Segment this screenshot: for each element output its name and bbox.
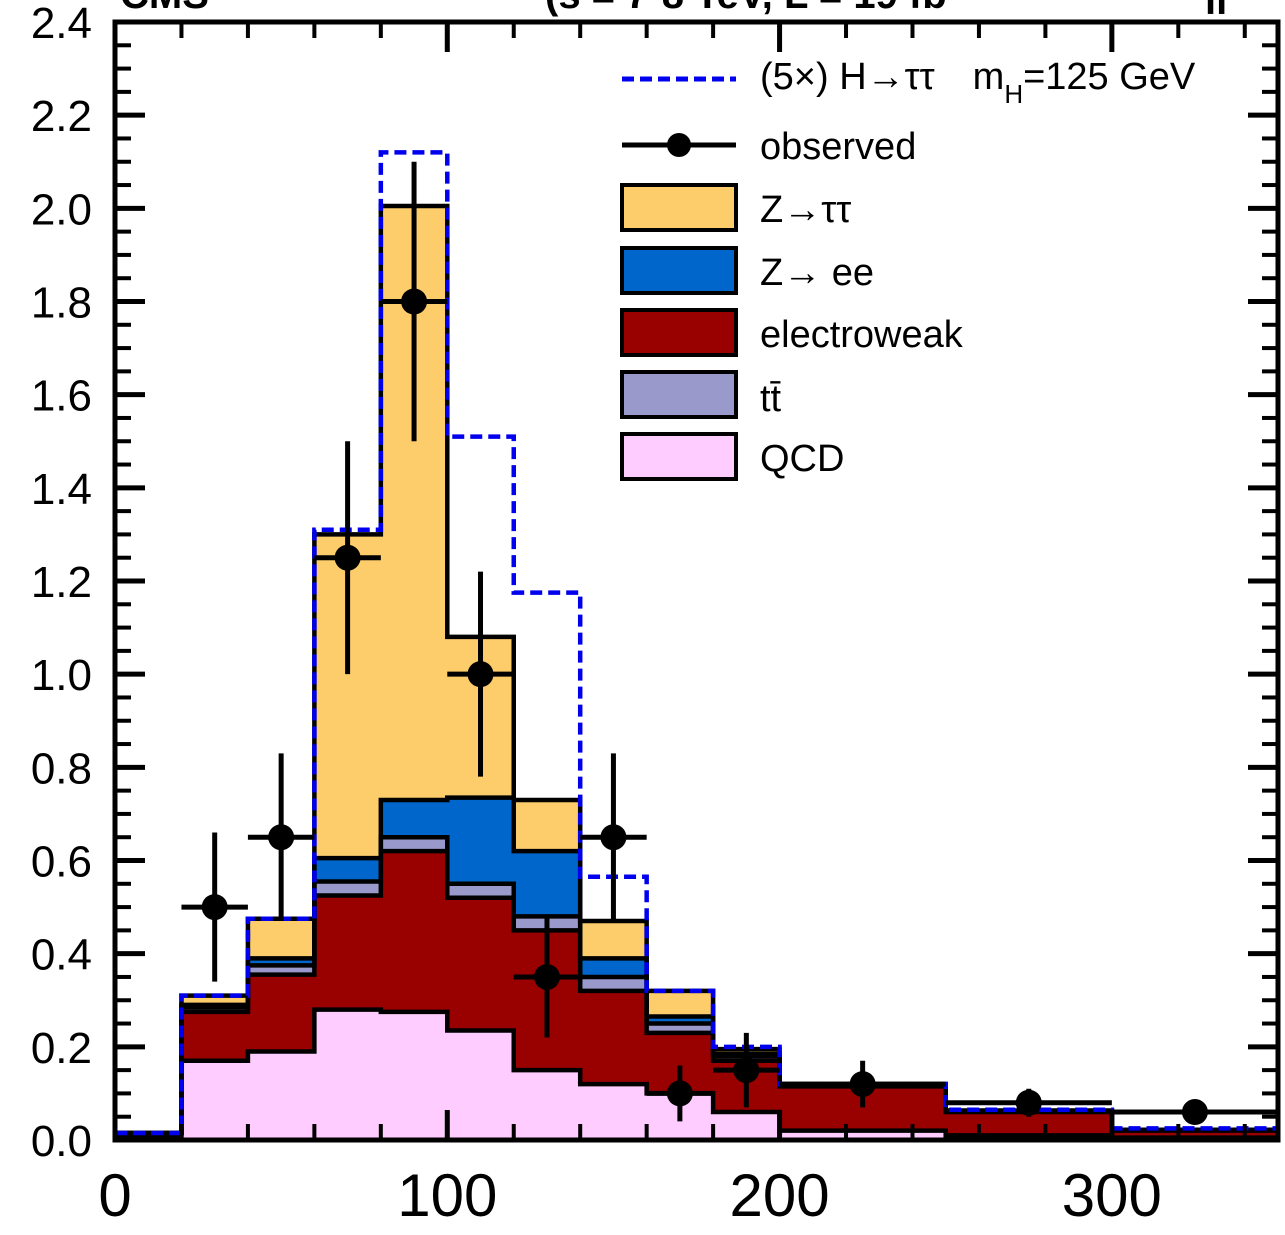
legend-zee-label: Z→ ee (760, 252, 874, 294)
y-tick-label: 1.4 (31, 465, 92, 514)
observed-point (713, 1032, 780, 1108)
x-tick-label: 100 (397, 1162, 497, 1229)
y-tick-label: 2.4 (31, 0, 92, 48)
y-tick-label: 0.8 (31, 744, 92, 793)
legend-higgs-label: (5×) H→ττ mH=125 GeV (760, 56, 1196, 109)
legend-qcd-label: QCD (760, 438, 844, 480)
observed-marker (1181, 1099, 1208, 1126)
axes: 0.0 0.2 0.4 0.6 0.8 1.0 1.2 1.4 1.6 1.8 2.0 2.2 2.4 0… (31, 0, 1281, 1229)
observed-marker (401, 288, 428, 315)
header-fragment-right: ll (1205, 0, 1227, 23)
observed-marker (666, 1080, 693, 1107)
legend-observed-label: observed (760, 126, 916, 168)
observed-marker (467, 661, 494, 688)
legend-observed-marker (667, 133, 691, 157)
observed-marker (733, 1057, 760, 1084)
y-tick-label: 1.6 (31, 372, 92, 421)
legend-ttbar-label: tt̄ (760, 378, 782, 420)
observed-point (247, 753, 315, 922)
observed-marker (533, 963, 560, 990)
y-tick-label: 1.8 (31, 279, 92, 328)
legend-qcd-swatch (620, 432, 738, 481)
y-tick-label: 2.0 (31, 185, 92, 234)
observed-marker (600, 824, 627, 851)
legend: (5×) H→ττ mH=125 GeV observed Z→ττ Z→ ee … (620, 56, 1196, 481)
legend-ztt-label: Z→ττ (760, 189, 851, 231)
observed-point (646, 1065, 714, 1122)
observed-marker (849, 1071, 876, 1098)
legend-zee-swatch (620, 246, 738, 295)
header-fragment-middle: (s = 7-8 TeV, L = 19 fb (545, 0, 947, 17)
observed-marker (1015, 1089, 1042, 1116)
x-tick-label: 200 (730, 1162, 830, 1229)
legend-ewk-swatch (620, 308, 738, 357)
observed-marker (268, 824, 295, 851)
observed-marker (201, 894, 228, 921)
stack-edge-qcd (112, 1007, 1281, 1140)
observed-point (181, 832, 248, 982)
plot-area (112, 150, 1281, 1141)
legend-ewk-label: electroweak (760, 314, 964, 356)
y-tick-label: 1.2 (31, 558, 92, 607)
observed-marker (334, 544, 361, 571)
observed-point (380, 161, 448, 442)
y-tick-label: 0.4 (31, 931, 92, 980)
legend-ztt-swatch (620, 183, 738, 232)
observed-point (314, 441, 381, 675)
legend-ttbar-swatch (620, 370, 738, 419)
observed-point (580, 753, 647, 922)
y-tick-label: 1.0 (31, 651, 92, 700)
observed-point (1111, 1099, 1278, 1126)
y-tick-label: 0.0 (31, 1117, 92, 1166)
y-tick-label: 0.6 (31, 838, 92, 887)
observed-point (513, 916, 581, 1038)
x-tick-label: 0 (98, 1162, 131, 1229)
y-tick-label: 0.2 (31, 1024, 92, 1073)
x-tick-label: 300 (1062, 1162, 1162, 1229)
observed-point (945, 1088, 1112, 1117)
header-fragment-left: CMS (120, 0, 209, 17)
observed-point (447, 571, 514, 777)
observed-point (779, 1060, 946, 1108)
y-tick-label: 2.2 (31, 92, 92, 141)
stack-area-qcd (115, 1009, 1278, 1140)
